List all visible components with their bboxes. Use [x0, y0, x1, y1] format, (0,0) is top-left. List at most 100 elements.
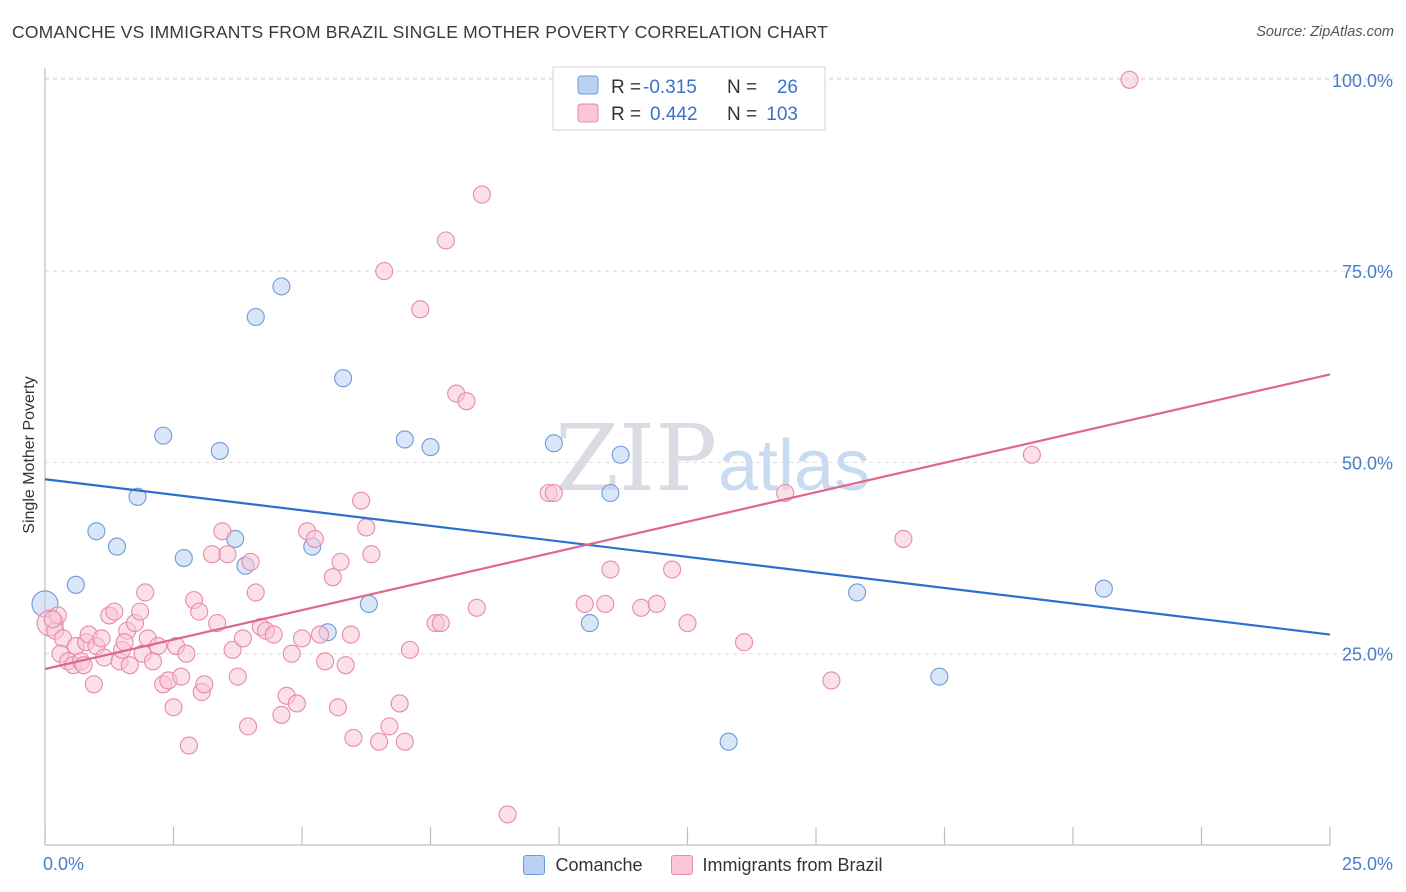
brazil-point	[601, 560, 620, 579]
brazil-point	[213, 522, 232, 541]
stats-n-value-1: 26	[777, 77, 798, 98]
brazil-point	[238, 717, 258, 736]
stats-n-label-1: N =	[727, 77, 757, 98]
brazil-point	[164, 698, 183, 717]
axes	[44, 68, 1331, 846]
legend-item-brazil[interactable]: Immigrants from Brazil	[670, 855, 883, 876]
comanche-point	[848, 583, 867, 602]
brazil-point	[1120, 70, 1139, 89]
brazil-point	[357, 518, 376, 537]
stats-box: R = -0.315 N = 26 R = 0.442 N = 103	[552, 66, 826, 131]
brazil-point	[395, 732, 414, 751]
comanche-point	[154, 426, 173, 445]
comanche-point	[128, 487, 147, 506]
x-tick-label-right: 25.0%	[1342, 854, 1393, 874]
brazil-point	[647, 594, 666, 614]
brazil-point	[400, 640, 419, 659]
comanche-point	[272, 277, 291, 296]
legend-swatch-brazil	[670, 855, 693, 875]
brazil-point	[575, 594, 594, 614]
comanche-point	[107, 537, 127, 556]
brazil-point	[467, 598, 486, 617]
y-tick-label-25: 25.0%	[1342, 645, 1393, 665]
brazil-point	[203, 545, 222, 564]
brazil-point	[734, 633, 754, 652]
brazil-point	[323, 568, 342, 587]
brazil-point	[1022, 445, 1041, 464]
brazil-point	[341, 625, 360, 644]
stats-r-label-2: R =	[611, 104, 641, 125]
x-tick-label-left: 0.0%	[43, 854, 84, 874]
brazil-point	[431, 614, 450, 633]
brazil-trend-line	[44, 373, 1331, 671]
brazil-point	[292, 629, 312, 648]
stats-swatch-comanche	[577, 75, 599, 95]
brazil-point	[362, 545, 381, 564]
comanche-point	[1094, 579, 1113, 598]
brazil-point	[390, 694, 409, 713]
brazil-point	[272, 705, 291, 724]
brazil-point	[310, 625, 330, 644]
stats-n-value-2: 103	[766, 104, 798, 125]
y-tick-label-75: 75.0%	[1342, 262, 1393, 282]
brazil-point	[544, 483, 563, 503]
stats-n-label-2: N =	[727, 104, 757, 125]
brazil-point	[264, 625, 283, 644]
brazil-point	[457, 392, 476, 411]
stats-r-value-1: -0.315	[643, 77, 697, 98]
y-tick-label-100: 100.0%	[1332, 71, 1393, 91]
comanche-point	[359, 594, 378, 614]
brazil-point	[282, 644, 301, 663]
brazil-point	[287, 694, 306, 713]
legend-label-comanche: Comanche	[555, 854, 643, 875]
brazil-point	[92, 629, 111, 648]
brazil-point	[894, 529, 913, 548]
brazil-point	[172, 667, 191, 686]
legend-item-comanche[interactable]: Comanche	[523, 854, 643, 876]
brazil-point	[632, 598, 651, 617]
comanche-point	[246, 307, 265, 327]
comanche-point	[930, 667, 949, 686]
brazil-point	[208, 614, 227, 633]
brazil-point	[380, 717, 399, 736]
brazil-point	[233, 629, 252, 648]
brazil-point	[241, 552, 260, 571]
comanche-point	[544, 434, 563, 453]
brazil-point	[136, 583, 155, 602]
brazil-point	[115, 633, 134, 652]
brazil-point	[43, 610, 62, 629]
brazil-point	[596, 594, 615, 614]
source-credit: Source: ZipAtlas.com	[1256, 24, 1394, 40]
brazil-point	[678, 614, 697, 633]
comanche-point	[611, 445, 630, 464]
brazil-point	[375, 262, 394, 281]
brazil-point	[223, 640, 242, 659]
brazil-point	[84, 675, 103, 694]
comanche-point	[210, 441, 229, 460]
y-tick-label-50: 50.0%	[1342, 453, 1393, 473]
brazil-point	[370, 732, 389, 751]
tick-labels: 25.0% 50.0% 75.0% 100.0% 0.0% 25.0%	[43, 71, 1393, 874]
brazil-point	[822, 671, 841, 690]
brazil-point	[328, 698, 348, 717]
brazil-point	[411, 300, 430, 319]
comanche-trend-line	[44, 478, 1331, 636]
chart-title: COMANCHE VS IMMIGRANTS FROM BRAZIL SINGL…	[12, 22, 829, 42]
brazil-point	[246, 583, 265, 602]
y-axis-title: Single Mother Poverty	[21, 376, 38, 533]
legend-swatch-comanche	[523, 855, 546, 875]
comanche-point	[719, 732, 738, 751]
data-points	[31, 70, 1139, 824]
brazil-point	[344, 728, 363, 747]
brazil-point	[195, 675, 214, 694]
comanche-point	[87, 522, 106, 541]
brazil-point	[179, 736, 198, 755]
comanche-point	[174, 548, 193, 568]
legend: Comanche Immigrants from Brazil	[0, 850, 1406, 880]
brazil-point	[218, 545, 237, 564]
brazil-point	[316, 652, 335, 671]
comanche-point	[334, 369, 353, 388]
comanche-point	[66, 575, 85, 594]
brazil-point	[149, 636, 168, 656]
comanche-point	[601, 483, 620, 503]
